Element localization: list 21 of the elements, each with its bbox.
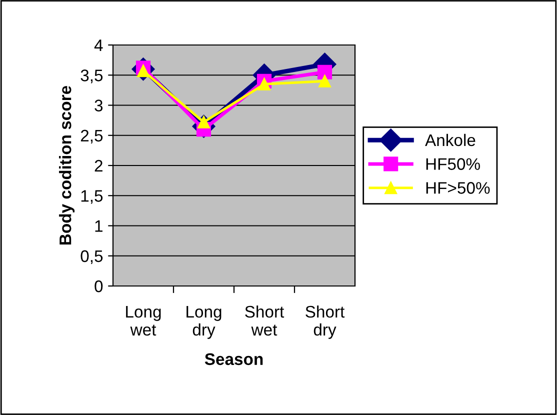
x-tick-label: Long dry (186, 306, 222, 339)
point (318, 74, 331, 88)
legend-label: HF50% (426, 158, 480, 170)
y-tick-label: 2,5 (80, 130, 103, 144)
legend-label: Ankole (425, 134, 476, 146)
x-tick-label: Short wet (245, 305, 284, 336)
point (317, 64, 332, 80)
x-tick-label: Short dry (306, 305, 345, 339)
legend-label: HF>50% (426, 182, 490, 194)
y-tick-label: 3,5 (80, 70, 103, 84)
y-axis-title: Body codition score (59, 86, 75, 244)
y-tick-label: 3 (94, 100, 103, 112)
y-tick-label: 1,5 (81, 190, 103, 204)
x-axis-title: Season (204, 353, 263, 366)
y-tick-label: 0 (94, 280, 103, 292)
y-tick-label: 1 (95, 220, 102, 232)
x-tick-label: Long wet (126, 306, 161, 336)
y-tick-label: 2 (94, 160, 102, 172)
y-tick-label: 4 (94, 40, 103, 52)
y-tick-label: 0,5 (80, 250, 103, 264)
point (258, 78, 270, 90)
